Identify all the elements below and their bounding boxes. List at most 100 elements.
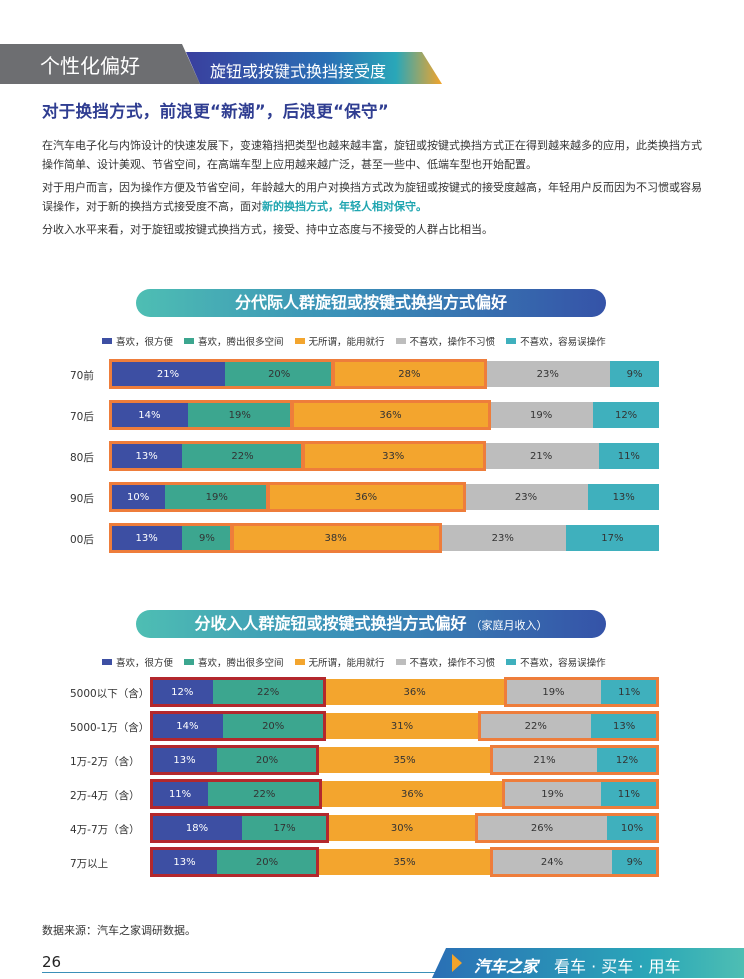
category-label: 80后 (70, 452, 94, 464)
chart2-title-text: 分收入人群旋钮或按键式换挡方式偏好 (194, 614, 467, 633)
legend-item: 喜欢，很方便 (102, 655, 173, 669)
bar-segment: 31% (323, 713, 481, 739)
paragraph-2-highlight: 新的换挡方式，年轻人相对保守。 (262, 200, 427, 213)
legend-swatch (294, 659, 305, 665)
legend-item: 喜欢，腾出很多空间 (184, 334, 284, 348)
category-label: 1万-2万（含） (70, 756, 140, 768)
legend-label: 不喜欢，操作不习惯 (409, 337, 496, 348)
bar-segment: 28% (333, 361, 486, 387)
bar-segment: 14% (111, 402, 188, 428)
bar-segment: 30% (327, 815, 477, 841)
bar-segment: 9% (612, 849, 657, 875)
bar-segment: 23% (439, 525, 566, 551)
chart2-legend: 喜欢，很方便 喜欢，腾出很多空间 无所谓，能用就行 不喜欢，操作不习惯 不喜欢，容易误操… (102, 655, 617, 669)
headline: 对于换挡方式，前浪更“新潮”，后浪更“保守” (42, 102, 389, 121)
legend-swatch (294, 338, 305, 344)
bar-segment: 19% (165, 484, 269, 510)
legend-label: 无所谓，能用就行 (308, 658, 385, 669)
bar-segment: 21% (483, 443, 599, 469)
bar-segment: 13% (588, 484, 659, 510)
legend-swatch (102, 659, 112, 665)
bar-segment: 35% (317, 747, 492, 773)
category-label: 00后 (70, 534, 94, 546)
stacked-bar: 10% 19% 36% 23% 13% (111, 484, 659, 510)
stacked-bar: 13% 20% 35% 21% 12% (152, 747, 657, 773)
paragraph-2: 对于用户而言，因为操作方便及节省空间，年龄越大的用户对换挡方式改为旋钮或按键式的… (42, 178, 704, 216)
category-label: 2万-4万（含） (70, 790, 140, 802)
bar-segment: 10% (111, 484, 166, 510)
stacked-bar: 21% 20% 28% 23% 9% (111, 361, 659, 387)
bar-segment: 13% (152, 747, 217, 773)
stacked-bar: 14% 20% 31% 22% 13% (152, 713, 657, 739)
brand-name: 汽车之家 (474, 957, 539, 976)
legend-label: 不喜欢，操作不习惯 (409, 658, 496, 669)
bar-segment: 22% (212, 679, 324, 705)
bar-segment: 12% (597, 747, 657, 773)
bar-segment: 12% (593, 402, 659, 428)
stacked-bar: 11% 22% 36% 19% 11% (152, 781, 657, 807)
legend-label: 无所谓，能用就行 (308, 337, 385, 348)
bar-segment: 36% (291, 402, 490, 428)
category-label: 70后 (70, 411, 94, 423)
legend-label: 不喜欢，容易误操作 (520, 658, 606, 669)
section-tab: 个性化偏好 (0, 44, 200, 84)
paragraph-2-text: 对于用户而言，因为操作方便及节省空间，年龄越大的用户对换挡方式改为旋钮或按键式的… (42, 181, 702, 213)
bar-segment: 22% (480, 713, 592, 739)
bar-segment: 19% (503, 781, 601, 807)
legend-item: 不喜欢，操作不习惯 (395, 334, 496, 348)
legend-swatch (184, 338, 195, 344)
legend-label: 喜欢，腾出很多空间 (198, 658, 284, 669)
chart2-subtitle: （家庭月收入） (470, 619, 548, 632)
subsection-tab: 旋钮或按键式换挡接受度 (186, 52, 442, 84)
legend-label: 不喜欢，容易误操作 (520, 337, 606, 348)
bar-segment: 36% (268, 484, 464, 510)
legend-swatch (506, 659, 517, 665)
bar-segment: 11% (598, 443, 659, 469)
category-label: 5000以下（含） (70, 688, 150, 700)
bar-segment: 35% (317, 849, 492, 875)
legend-item: 不喜欢，操作不习惯 (395, 655, 496, 669)
bar-segment: 11% (152, 781, 209, 807)
triangle-icon (452, 954, 462, 972)
bar-segment: 9% (610, 361, 659, 387)
footer-brand-bar: 汽车之家 看车 · 买车 · 用车 (432, 948, 744, 978)
paragraph-3: 分收入水平来看，对于旋钮或按键式换挡方式，接受、持中立态度与不接受的人群占比相当… (42, 223, 493, 236)
bar-segment: 20% (217, 747, 317, 773)
chart2-title: 分收入人群旋钮或按键式换挡方式偏好 （家庭月收入） (136, 610, 606, 638)
legend-item: 喜欢，很方便 (102, 334, 173, 348)
bar-segment: 26% (477, 815, 607, 841)
stacked-bar: 13% 20% 35% 24% 9% (152, 849, 657, 875)
subsection-title: 旋钮或按键式换挡接受度 (210, 62, 387, 81)
bar-segment: 13% (111, 525, 183, 551)
bar-segment: 21% (111, 361, 225, 387)
stacked-bar: 13% 22% 33% 21% 11% (111, 443, 659, 469)
bar-segment: 19% (187, 402, 292, 428)
page-number: 26 (42, 953, 62, 971)
bar-segment: 22% (182, 443, 303, 469)
category-label: 70前 (70, 370, 94, 382)
paragraph-1: 在汽车电子化与内饰设计的快速发展下，变速箱挡把类型也越来越丰富，旋钮或按键式换挡… (42, 139, 702, 171)
legend-item: 不喜欢，容易误操作 (506, 334, 606, 348)
bar-segment: 12% (152, 679, 213, 705)
bar-segment: 17% (242, 815, 327, 841)
bar-segment: 23% (463, 484, 589, 510)
bar-segment: 13% (152, 849, 217, 875)
section-title: 个性化偏好 (40, 54, 140, 78)
data-source: 数据来源：汽车之家调研数据。 (42, 924, 196, 937)
bar-segment: 9% (182, 525, 232, 551)
legend-swatch (395, 659, 406, 665)
chart1-legend: 喜欢，很方便 喜欢，腾出很多空间 无所谓，能用就行 不喜欢，操作不习惯 不喜欢，容易误操… (102, 334, 617, 348)
category-label: 7万以上 (70, 858, 109, 870)
category-label: 4万-7万（含） (70, 824, 140, 836)
legend-label: 喜欢，腾出很多空间 (198, 337, 284, 348)
chart1-title-text: 分代际人群旋钮或按键式换挡方式偏好 (234, 293, 507, 312)
bar-segment: 36% (323, 679, 506, 705)
bar-segment: 11% (601, 679, 657, 705)
stacked-bar: 14% 19% 36% 19% 12% (111, 402, 659, 428)
stacked-bar: 12% 22% 36% 19% 11% (152, 679, 657, 705)
stacked-bar: 13% 9% 38% 23% 17% (111, 525, 659, 551)
category-label: 5000-1万（含） (70, 722, 150, 734)
bar-segment: 38% (231, 525, 440, 551)
legend-item: 不喜欢，容易误操作 (506, 655, 606, 669)
bar-segment: 13% (591, 713, 657, 739)
